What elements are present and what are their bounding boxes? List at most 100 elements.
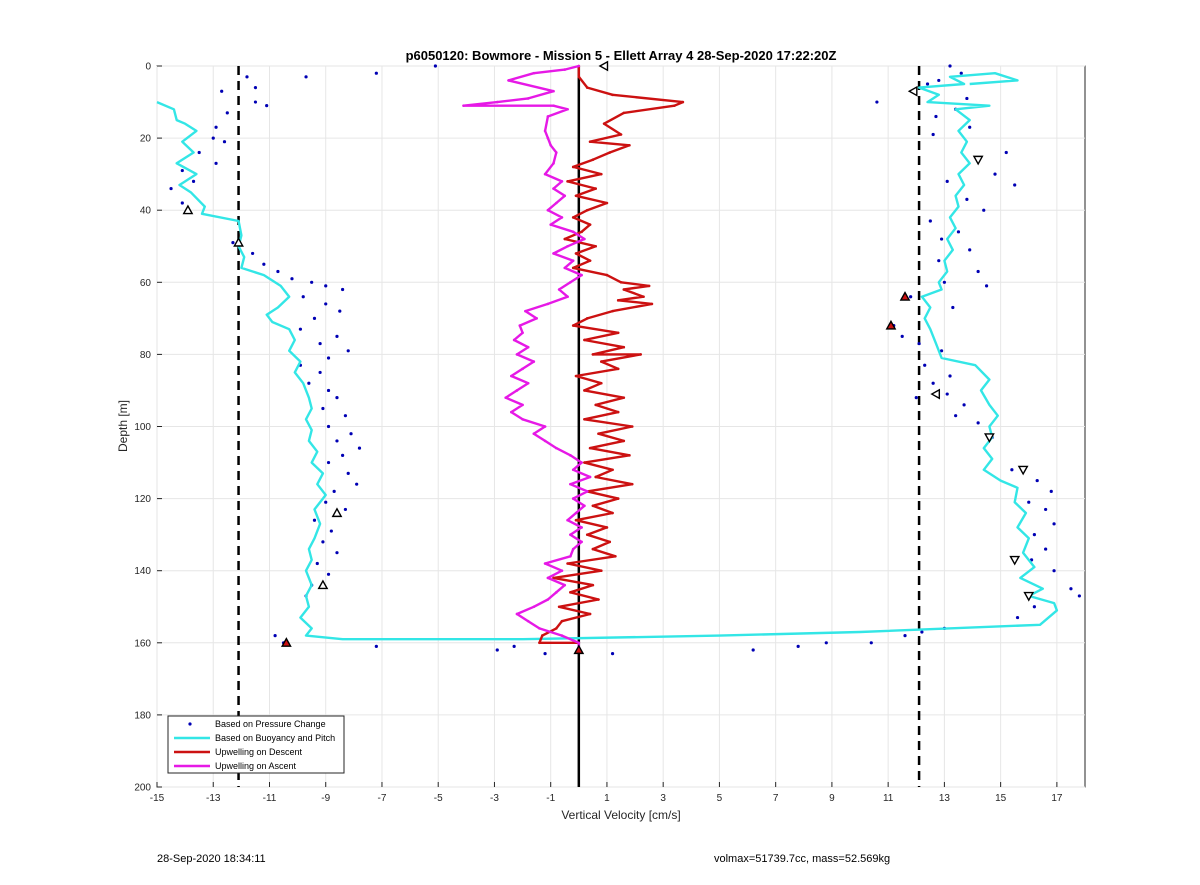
ascent-point — [569, 454, 572, 457]
ascent-point — [543, 562, 547, 565]
descent-point — [630, 425, 634, 428]
descent-point — [563, 237, 567, 241]
ascent-point — [543, 129, 547, 133]
y-tick-label: 160 — [134, 638, 151, 649]
event-marker-open — [1023, 591, 1035, 602]
descent-point — [616, 331, 620, 335]
ascent-point — [552, 89, 555, 93]
pressure-change-point — [329, 529, 333, 533]
ascent-point — [560, 216, 564, 219]
descent-point — [571, 165, 575, 169]
descent-point — [588, 259, 592, 262]
y-axis-label: Depth [m] — [116, 400, 130, 452]
descent-point — [600, 381, 603, 385]
descent-point — [616, 410, 620, 414]
pressure-change-point — [231, 241, 235, 245]
descent-point — [594, 403, 597, 407]
ascent-point — [566, 518, 569, 522]
ascent-point — [521, 331, 524, 335]
pressure-change-point — [956, 230, 961, 234]
pressure-change-point — [1069, 587, 1073, 591]
pressure-change-point — [326, 460, 331, 465]
descent-point — [639, 353, 642, 356]
pressure-change-point — [326, 572, 331, 576]
event-marker-filled — [573, 644, 585, 655]
descent-point — [608, 540, 612, 544]
ascent-point — [524, 309, 527, 313]
pressure-change-point — [222, 140, 227, 144]
ascent-point — [560, 634, 564, 637]
x-tick-label: -5 — [434, 793, 443, 804]
ascent-point — [560, 180, 564, 183]
pressure-change-point — [751, 648, 755, 652]
ascent-point — [580, 461, 583, 464]
pressure-change-point — [355, 482, 359, 486]
ascent-point — [569, 533, 572, 536]
pressure-change-point — [276, 269, 280, 274]
pressure-change-point — [298, 327, 303, 331]
pressure-change-point — [253, 86, 258, 90]
chart-title: p6050120: Bowmore - Mission 5 - Ellett A… — [406, 48, 837, 63]
descent-point — [594, 244, 597, 248]
pressure-change-point — [332, 489, 336, 493]
descent-point — [560, 619, 564, 623]
y-tick-label: 140 — [134, 566, 151, 577]
pressure-change-point — [962, 403, 966, 407]
pressure-change-point — [273, 633, 277, 638]
descent-point — [614, 554, 617, 558]
ascent-point — [546, 136, 550, 140]
pressure-change-point — [180, 201, 184, 205]
ascent-point — [521, 417, 524, 421]
pressure-change-point — [312, 518, 317, 522]
event-marker-open — [907, 85, 918, 97]
pressure-change-point — [326, 356, 331, 360]
footer-info: volmax=51739.7cc, mass=52.569kg — [714, 853, 891, 865]
pressure-change-point — [959, 71, 963, 75]
pressure-change-point — [335, 551, 339, 555]
ascent-point — [552, 162, 555, 165]
legend-label-pressure: Based on Pressure Change — [215, 719, 326, 729]
pressure-change-point — [945, 179, 949, 183]
descent-point — [540, 634, 544, 637]
descent-point — [673, 104, 676, 107]
pressure-change-point — [923, 363, 927, 367]
pressure-change-point — [321, 540, 325, 544]
descent-point — [622, 111, 626, 115]
x-tick-label: -1 — [546, 793, 555, 804]
ascent-point — [580, 526, 583, 529]
x-axis-label: Vertical Velocity [cm/s] — [561, 808, 680, 822]
descent-point — [585, 86, 589, 89]
ascent-point — [521, 403, 524, 407]
ascent-point — [546, 115, 550, 118]
descent-point — [597, 432, 600, 436]
pressure-change-point — [939, 349, 944, 353]
descent-point — [605, 201, 609, 205]
pressure-change-point — [374, 644, 378, 649]
event-marker-open — [1009, 555, 1021, 566]
pressure-change-point — [937, 259, 941, 263]
markers-layer — [182, 60, 1035, 655]
pressure-change-point — [301, 295, 305, 299]
ascent-point — [546, 576, 550, 580]
ascent-point — [577, 641, 581, 645]
descent-point — [611, 309, 614, 313]
pressure-change-point — [914, 396, 918, 400]
pressure-change-point — [214, 125, 218, 129]
descent-point — [642, 295, 645, 299]
descent-point — [594, 475, 597, 479]
pressure-change-point — [824, 641, 828, 645]
ascent-point — [583, 504, 586, 508]
descent-point — [616, 299, 620, 302]
pressure-change-point — [993, 172, 997, 176]
descent-point — [608, 151, 612, 154]
pressure-change-point — [324, 500, 328, 504]
ascent-point — [560, 569, 564, 572]
legend: Based on Pressure Change Based on Buoyan… — [167, 715, 345, 774]
descent-upwelling-line — [538, 66, 685, 644]
pressure-change-point — [253, 100, 258, 104]
ascent-point — [552, 252, 555, 255]
ascent-point — [515, 612, 519, 616]
pressure-change-point — [984, 284, 989, 288]
descent-point — [647, 284, 651, 288]
